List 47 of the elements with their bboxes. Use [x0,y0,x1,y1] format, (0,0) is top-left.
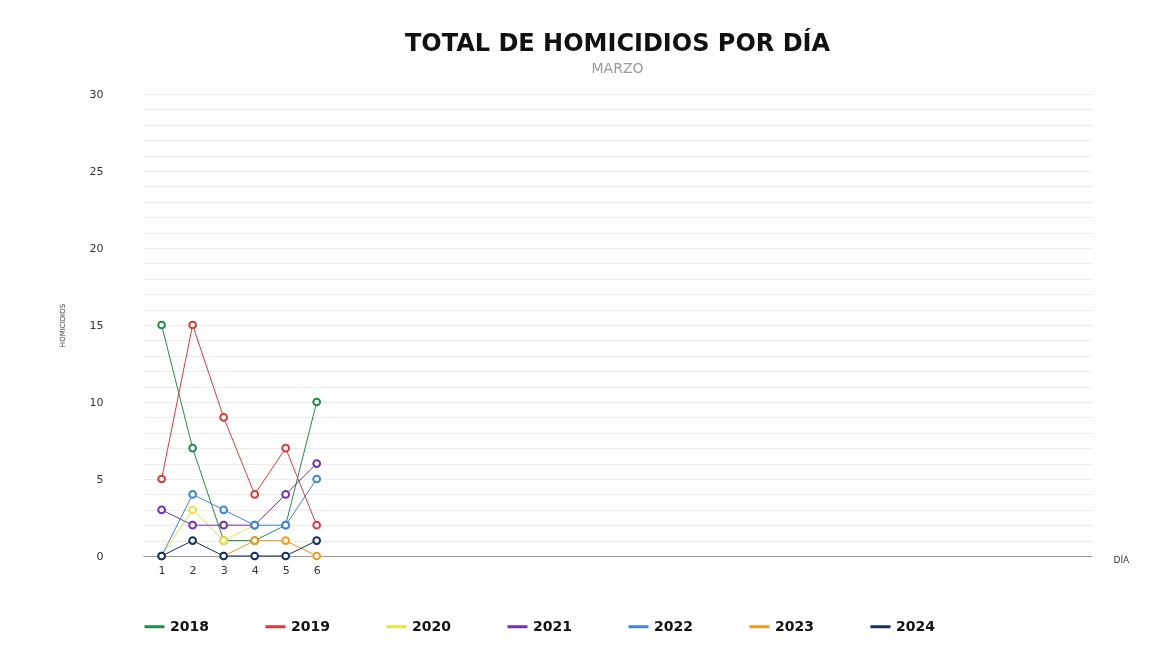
y-tick-label: 15 [89,318,104,332]
legend-label: 2020 [412,617,452,634]
point [157,474,166,484]
x-tick-label: 2 [189,563,197,577]
point [281,536,291,545]
point [157,505,166,515]
point [281,551,291,561]
point [312,520,322,530]
point [281,443,291,453]
x-tick-label: 4 [251,563,259,577]
x-tick-label: 3 [220,563,228,577]
chart-title: TOTAL DE HOMICIDIOS POR DÍA [404,28,831,57]
point [312,397,322,407]
point [250,551,259,561]
y-tick-label: 20 [89,241,104,255]
point [312,459,322,468]
point [157,320,166,330]
point [188,505,197,515]
point [312,551,322,561]
legend-label: 2019 [291,617,330,634]
legend-label: 2022 [654,617,693,634]
x-axis-title: DÍA [1113,553,1131,565]
point [188,520,197,530]
legend-label: 2024 [896,617,936,634]
point [219,413,228,422]
point [312,474,322,484]
x-tick-label: 1 [158,563,166,577]
y-tick-label: 10 [89,395,104,409]
point [219,505,228,515]
legend-label: 2023 [775,617,814,634]
point [188,536,197,545]
point [188,320,197,330]
legend-label: 2021 [533,617,572,634]
point [188,443,197,453]
x-tick-label: 5 [282,563,290,577]
x-tick-label: 6 [313,563,321,577]
point [281,490,291,499]
y-tick-label: 25 [89,164,104,178]
point [188,490,197,499]
y-tick-label: 5 [96,472,104,486]
point [219,520,228,530]
y-tick-label: 30 [89,87,104,101]
y-tick-label: 0 [96,549,104,563]
legend-label: 2018 [170,617,209,634]
point [312,536,322,545]
point [250,490,259,499]
chart-subtitle: MARZO [591,60,644,76]
